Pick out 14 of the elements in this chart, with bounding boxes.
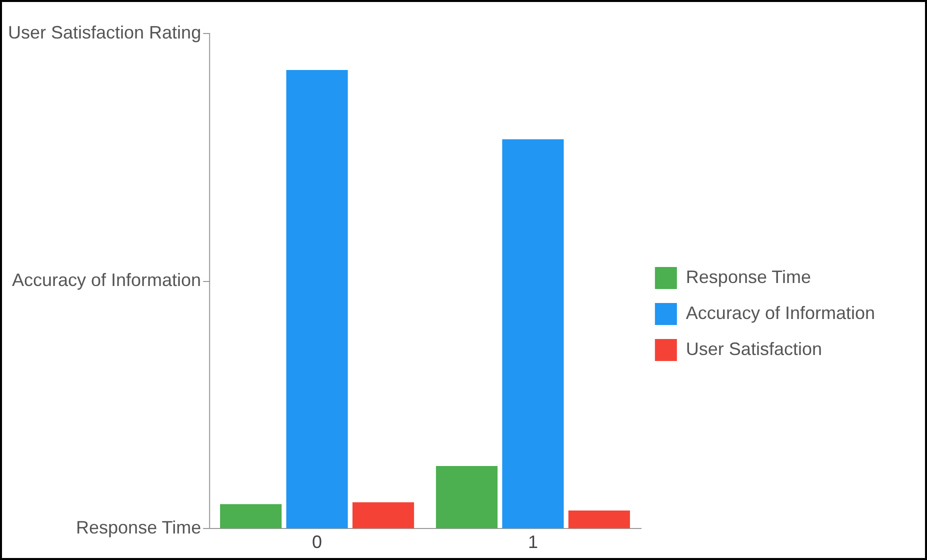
bar bbox=[568, 510, 630, 528]
bar bbox=[352, 502, 414, 528]
legend-label: User Satisfaction bbox=[686, 338, 822, 359]
bar bbox=[436, 466, 498, 528]
bar bbox=[502, 139, 564, 528]
text: User Satisfaction Rating bbox=[8, 22, 202, 42]
text: Response Time bbox=[76, 517, 202, 538]
legend-label: Response Time bbox=[686, 266, 811, 287]
bar bbox=[286, 70, 348, 528]
x-tick-label: 1 bbox=[528, 532, 538, 552]
x-tick-label: 0 bbox=[312, 532, 322, 552]
legend-label: Accuracy of Information bbox=[686, 302, 876, 323]
bar bbox=[220, 504, 282, 528]
text: Accuracy of Information bbox=[12, 270, 202, 290]
